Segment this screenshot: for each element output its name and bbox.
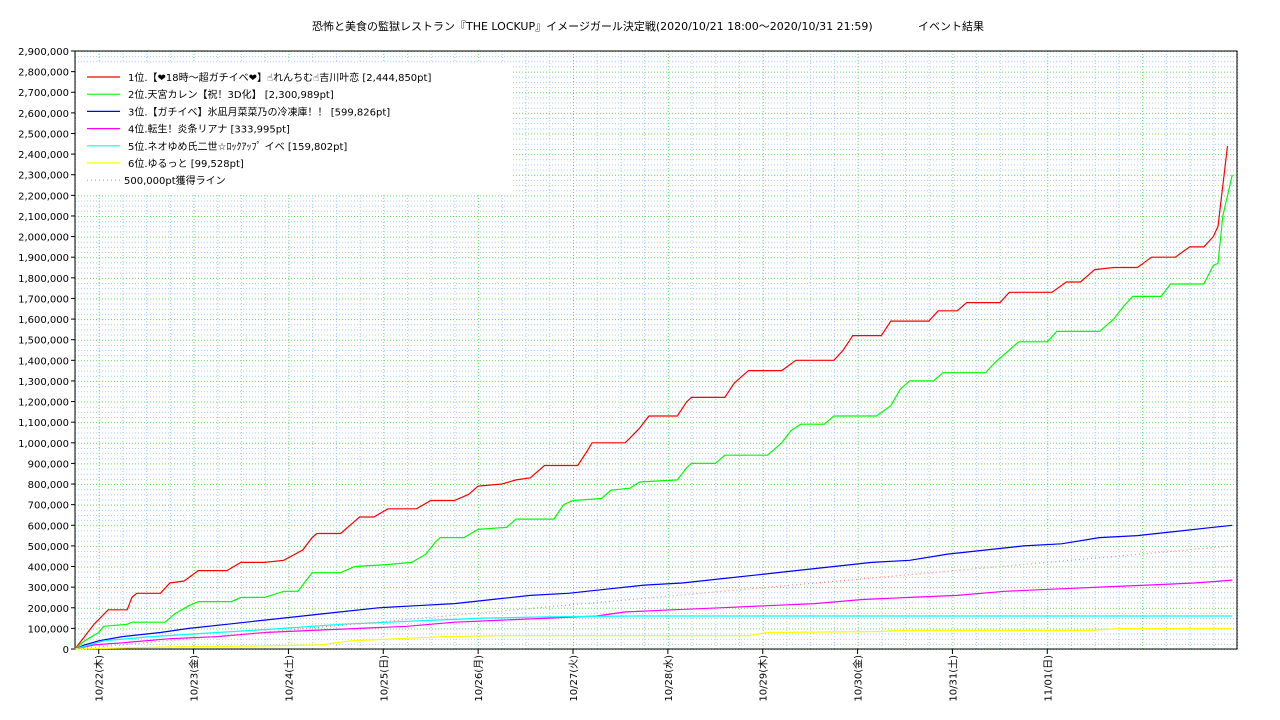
y-tick-label: 2,900,000 <box>18 47 69 58</box>
y-tick-label: 2,200,000 <box>18 191 69 202</box>
y-tick-label: 1,700,000 <box>18 294 69 305</box>
y-tick-label: 900,000 <box>28 459 69 470</box>
series-line-5 <box>74 615 1233 650</box>
x-tick-label: 10/27(火) <box>568 655 580 702</box>
series-line-2 <box>74 174 1233 650</box>
y-tick-label: 2,000,000 <box>18 233 69 244</box>
y-tick-label: 200,000 <box>28 604 69 615</box>
y-tick-label: 300,000 <box>28 583 69 594</box>
legend-label: 3位.【ガチイベ】氷凪月菜菜乃の冷凍庫！！ [599,826pt] <box>128 105 390 118</box>
y-tick-label: 1,300,000 <box>18 377 69 388</box>
y-tick-label: 1,200,000 <box>18 398 69 409</box>
y-tick-label: 100,000 <box>28 624 69 635</box>
x-tick-label: 10/30(金) <box>852 655 865 702</box>
y-tick-label: 2,700,000 <box>18 88 69 99</box>
chart-title: 恐怖と美食の監獄レストラン『THE LOCKUP』イメージガール決定戦(2020… <box>312 19 873 33</box>
legend-label: 2位.天宮カレン【祝！3D化】 [2,300,989pt] <box>128 88 334 101</box>
legend-label: 1位.【❤18時〜超ガチイベ❤】☝れんちむ☝吉川叶恋 [2,444,850pt] <box>128 71 431 84</box>
x-tick-label: 10/31(土) <box>946 655 959 702</box>
series-line-7 <box>74 545 1233 650</box>
y-tick-label: 1,900,000 <box>18 253 69 264</box>
axes: 0 100,000 200,000 300,000 400,000 500,000 600,… <box>18 47 1238 702</box>
y-tick-label: 1,600,000 <box>18 315 69 326</box>
y-tick-label: 2,500,000 <box>18 129 69 140</box>
y-tick-label: 700,000 <box>28 501 69 512</box>
legend: 1位.【❤18時〜超ガチイベ❤】☝れんちむ☝吉川叶恋 [2,444,850pt]… <box>78 63 513 193</box>
series-line-1 <box>74 145 1229 650</box>
y-tick-label: 1,800,000 <box>18 274 69 285</box>
y-tick-label: 1,100,000 <box>18 418 69 429</box>
chart-subtitle: イベント結果 <box>918 19 984 33</box>
y-tick-label: 500,000 <box>28 542 69 553</box>
y-tick-label: 1,500,000 <box>18 336 69 347</box>
x-tick-label: 10/23(金) <box>188 655 201 702</box>
plot-frame <box>74 50 1238 650</box>
y-tick-label: 1,000,000 <box>18 439 69 450</box>
legend-label: 4位.転生！炎条リアナ [333,995pt] <box>128 123 290 136</box>
series-line-3 <box>74 524 1233 650</box>
y-tick-label: 800,000 <box>28 480 69 491</box>
y-tick-label: 2,100,000 <box>18 212 69 223</box>
x-tick-label: 10/25(日) <box>379 655 390 702</box>
x-tick-label: 11/01(日) <box>1043 655 1054 702</box>
x-tick-label: 10/26(月) <box>473 655 485 702</box>
y-tick-label: 0 <box>63 645 69 656</box>
y-tick-label: 1,400,000 <box>18 356 69 367</box>
x-tick-label: 10/29(木) <box>758 655 770 702</box>
legend-label: 6位.ゆるっと [99,528pt] <box>128 157 244 170</box>
legend-label: 500,000pt獲得ライン <box>124 174 226 187</box>
y-tick-label: 2,300,000 <box>18 171 69 182</box>
series-layer <box>74 145 1233 650</box>
series-line-6 <box>74 627 1233 650</box>
legend-label: 5位.ネオゆめ氏二世☆ﾛｯｸｱｯﾌﾟ イベ [159,802pt] <box>128 140 347 153</box>
y-tick-label: 2,800,000 <box>18 68 69 79</box>
y-tick-label: 400,000 <box>28 563 69 574</box>
y-tick-label: 600,000 <box>28 521 69 532</box>
x-tick-label: 10/24(土) <box>282 655 295 702</box>
legend-box <box>78 63 513 193</box>
y-tick-label: 2,600,000 <box>18 109 69 120</box>
series-line-4 <box>74 579 1233 650</box>
x-tick-label: 10/28(水) <box>663 655 675 702</box>
y-tick-label: 2,400,000 <box>18 150 69 161</box>
x-tick-label: 10/22(木) <box>94 655 106 702</box>
grid <box>75 51 1238 650</box>
